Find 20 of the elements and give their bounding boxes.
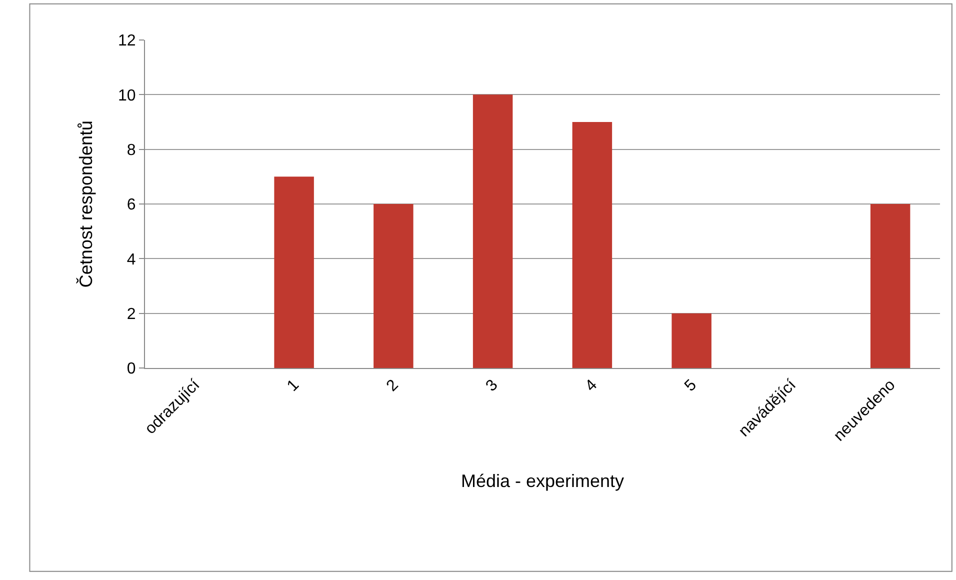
- y-tick-label: 4: [126, 251, 136, 268]
- x-tick-label: 5: [682, 376, 700, 395]
- bar: [870, 204, 910, 368]
- x-tick-label: 4: [582, 376, 601, 395]
- bar: [672, 313, 712, 368]
- y-tick-label: 2: [126, 306, 136, 323]
- bar: [572, 122, 612, 368]
- y-tick-label: 12: [118, 32, 136, 50]
- x-tick-label: 1: [284, 376, 303, 395]
- x-tick-label: 2: [384, 376, 402, 395]
- bar: [374, 204, 414, 368]
- y-tick-label: 8: [126, 142, 136, 159]
- y-tick-label: 10: [118, 87, 136, 104]
- y-tick-label: 0: [126, 360, 136, 378]
- x-tick-label: 3: [482, 376, 502, 395]
- y-axis-title: Četnost respondentů: [76, 120, 96, 288]
- x-axis-title: Média - experimenty: [460, 470, 624, 491]
- y-tick-label: 6: [126, 196, 136, 214]
- bar: [472, 94, 513, 368]
- bar: [274, 176, 314, 368]
